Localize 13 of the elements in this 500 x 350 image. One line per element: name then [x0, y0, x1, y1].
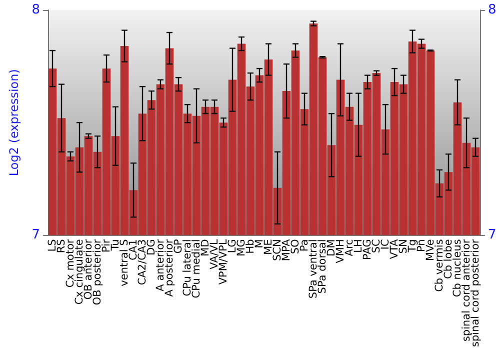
x-tick-label: Cb lobe [442, 239, 454, 279]
y-axis-title: Log2 (expression) [7, 69, 21, 176]
x-tick-label: OB posterior [92, 238, 104, 306]
x-tick-label: GP [172, 239, 184, 254]
y2-tick-label: 8 [488, 2, 496, 18]
x-tick-label: spinal cord posterior [470, 238, 482, 348]
y2-tick-label: 7 [488, 228, 496, 243]
x-tick-label: Pa [298, 239, 310, 252]
x-tick-label: Tg [406, 239, 418, 254]
x-tick-label: DG [146, 239, 158, 256]
x-tick-label: RS [56, 238, 68, 254]
x-tick-label: MVe [424, 239, 436, 262]
x-tick-label: A posterior [164, 238, 176, 297]
